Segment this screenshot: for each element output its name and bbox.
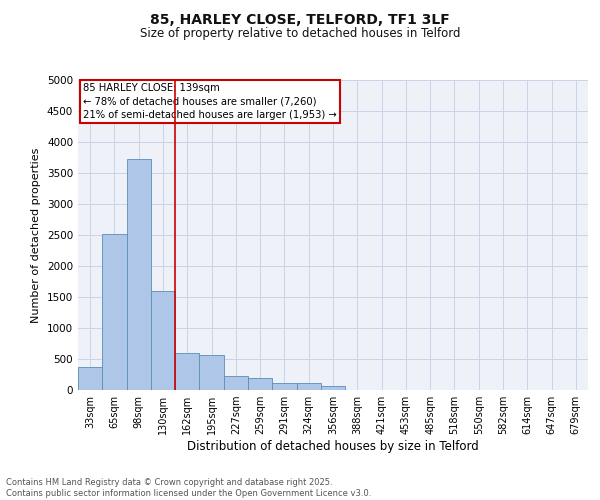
Bar [127, 160, 151, 390]
X-axis label: Distribution of detached houses by size in Telford: Distribution of detached houses by size … [187, 440, 479, 453]
Text: 85, HARLEY CLOSE, TELFORD, TF1 3LF: 85, HARLEY CLOSE, TELFORD, TF1 3LF [150, 12, 450, 26]
Bar [199, 354, 224, 390]
Bar [78, 367, 102, 390]
Bar [151, 292, 175, 390]
Y-axis label: Number of detached properties: Number of detached properties [31, 148, 41, 322]
Bar [321, 386, 345, 390]
Bar [175, 353, 199, 390]
Text: Size of property relative to detached houses in Telford: Size of property relative to detached ho… [140, 28, 460, 40]
Text: Contains HM Land Registry data © Crown copyright and database right 2025.
Contai: Contains HM Land Registry data © Crown c… [6, 478, 371, 498]
Bar [248, 378, 272, 390]
Bar [272, 383, 296, 390]
Text: 85 HARLEY CLOSE: 139sqm
← 78% of detached houses are smaller (7,260)
21% of semi: 85 HARLEY CLOSE: 139sqm ← 78% of detache… [83, 83, 337, 120]
Bar [102, 234, 127, 390]
Bar [224, 376, 248, 390]
Bar [296, 383, 321, 390]
